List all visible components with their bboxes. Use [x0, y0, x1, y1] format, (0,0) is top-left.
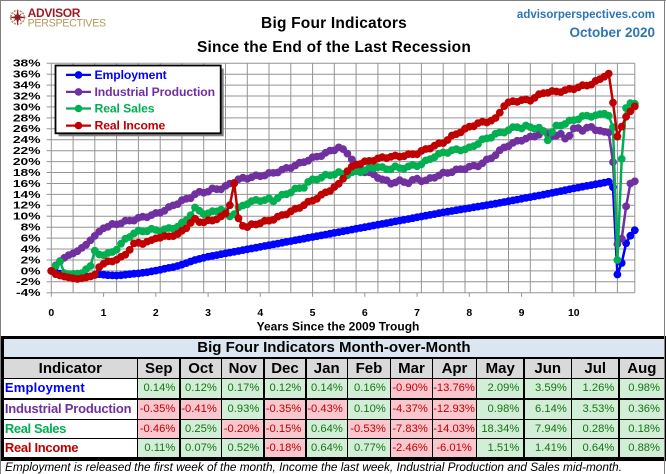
svg-text:Industrial Production: Industrial Production [95, 85, 215, 99]
svg-text:Real Income: Real Income [95, 119, 166, 133]
svg-text:-2%: -2% [16, 277, 41, 288]
svg-text:Years Since the 2009 Trough: Years Since the 2009 Trough [257, 320, 420, 334]
svg-text:0: 0 [48, 307, 54, 319]
svg-text:26%: 26% [13, 124, 41, 135]
svg-text:PERSPECTIVES: PERSPECTIVES [28, 17, 106, 29]
svg-text:8%: 8% [21, 223, 41, 234]
svg-text:16%: 16% [13, 179, 41, 190]
svg-text:5: 5 [310, 307, 316, 319]
svg-text:2%: 2% [21, 255, 41, 266]
svg-text:8: 8 [466, 307, 472, 319]
svg-text:10: 10 [568, 307, 580, 319]
svg-text:-4%: -4% [16, 288, 41, 299]
svg-text:36%: 36% [13, 70, 41, 81]
svg-text:6: 6 [362, 307, 368, 319]
svg-text:38%: 38% [13, 59, 41, 70]
svg-text:Real Sales: Real Sales [95, 101, 155, 115]
svg-text:10%: 10% [13, 212, 41, 223]
svg-text:34%: 34% [13, 81, 41, 92]
svg-text:12%: 12% [13, 201, 41, 212]
svg-text:28%: 28% [13, 113, 41, 124]
svg-text:32%: 32% [13, 91, 41, 102]
svg-text:24%: 24% [13, 135, 41, 146]
svg-text:3: 3 [205, 307, 211, 319]
svg-text:30%: 30% [13, 102, 41, 113]
svg-text:2: 2 [153, 307, 159, 319]
svg-text:14%: 14% [13, 190, 41, 201]
svg-text:22%: 22% [13, 146, 41, 157]
svg-text:ADVISOR: ADVISOR [28, 6, 81, 20]
svg-text:7: 7 [414, 307, 420, 319]
svg-text:6%: 6% [21, 234, 41, 245]
svg-text:0%: 0% [21, 266, 41, 277]
svg-text:Employment: Employment [95, 68, 167, 82]
svg-text:4: 4 [257, 307, 263, 319]
svg-text:20%: 20% [13, 157, 41, 168]
svg-text:4%: 4% [21, 244, 41, 255]
svg-text:1: 1 [101, 307, 107, 319]
svg-text:9: 9 [519, 307, 525, 319]
svg-text:18%: 18% [13, 168, 41, 179]
